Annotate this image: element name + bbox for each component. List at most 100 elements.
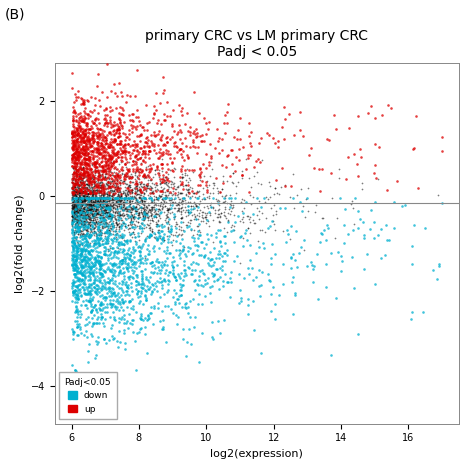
Point — [81, 189, 89, 196]
Point — [127, 206, 134, 214]
Point — [157, 192, 165, 200]
Point — [147, 175, 155, 183]
Point — [90, 219, 98, 227]
Point — [147, 291, 155, 298]
Point — [82, 173, 90, 181]
Point — [144, 201, 152, 209]
Point — [137, 222, 144, 229]
Point — [69, 210, 77, 218]
Point — [89, 183, 96, 191]
Point — [137, 182, 145, 190]
Point — [73, 206, 80, 214]
Point — [371, 198, 379, 205]
Point — [137, 160, 145, 168]
Point — [69, 154, 77, 161]
Point — [164, 271, 172, 279]
Point — [107, 88, 114, 95]
Point — [107, 135, 115, 142]
Point — [112, 195, 120, 202]
Point — [113, 185, 120, 193]
Point — [86, 177, 94, 184]
Point — [136, 188, 144, 196]
Point — [138, 255, 146, 262]
Point — [68, 144, 76, 152]
Point — [72, 298, 79, 306]
Point — [149, 187, 156, 194]
Point — [298, 243, 305, 250]
Point — [116, 116, 123, 124]
Point — [94, 128, 101, 136]
Point — [146, 173, 153, 181]
Point — [137, 155, 144, 162]
Point — [124, 260, 131, 268]
Point — [77, 210, 85, 218]
Point — [85, 175, 92, 182]
Point — [194, 261, 201, 268]
Title: primary CRC vs LM primary CRC
Padj < 0.05: primary CRC vs LM primary CRC Padj < 0.0… — [146, 29, 368, 59]
Point — [99, 207, 106, 214]
Point — [77, 195, 85, 203]
Point — [91, 195, 99, 203]
Point — [150, 262, 158, 269]
Point — [92, 191, 100, 199]
Point — [69, 215, 76, 223]
Point — [155, 222, 162, 229]
Point — [84, 314, 91, 321]
Point — [119, 201, 127, 209]
Point — [87, 220, 94, 228]
Point — [72, 283, 80, 290]
Point — [87, 251, 94, 258]
Point — [120, 194, 128, 201]
Point — [80, 223, 87, 231]
Point — [84, 189, 92, 197]
Point — [89, 229, 97, 237]
Point — [87, 107, 94, 115]
Point — [92, 218, 100, 225]
Point — [96, 214, 104, 222]
Point — [210, 245, 218, 252]
Point — [86, 233, 93, 241]
Point — [90, 212, 97, 220]
Point — [97, 141, 105, 148]
Point — [77, 195, 84, 202]
Point — [72, 270, 79, 278]
Point — [71, 187, 79, 195]
Point — [117, 291, 125, 299]
Point — [143, 203, 150, 211]
Point — [75, 189, 82, 197]
Point — [141, 281, 148, 289]
Point — [82, 201, 89, 208]
Point — [91, 204, 98, 212]
Point — [76, 137, 84, 145]
Point — [201, 114, 208, 121]
Point — [91, 240, 98, 247]
Point — [109, 253, 117, 260]
Point — [72, 206, 80, 214]
Point — [160, 276, 168, 284]
Point — [83, 119, 91, 127]
Point — [79, 252, 86, 259]
Point — [74, 296, 82, 303]
Point — [244, 151, 251, 159]
Point — [68, 178, 76, 186]
Point — [106, 103, 114, 111]
Point — [101, 173, 109, 181]
Point — [108, 202, 116, 210]
Point — [104, 247, 112, 255]
Point — [154, 234, 162, 242]
Point — [157, 269, 164, 276]
Point — [187, 131, 194, 139]
Point — [135, 211, 143, 219]
Point — [74, 183, 82, 191]
Point — [93, 285, 100, 292]
Point — [76, 313, 84, 321]
Point — [289, 310, 296, 318]
Point — [185, 174, 193, 182]
Point — [85, 232, 93, 240]
Point — [71, 216, 78, 223]
Point — [142, 324, 149, 331]
Point — [104, 274, 112, 282]
Point — [170, 215, 178, 222]
Point — [112, 297, 119, 305]
Point — [82, 185, 90, 192]
